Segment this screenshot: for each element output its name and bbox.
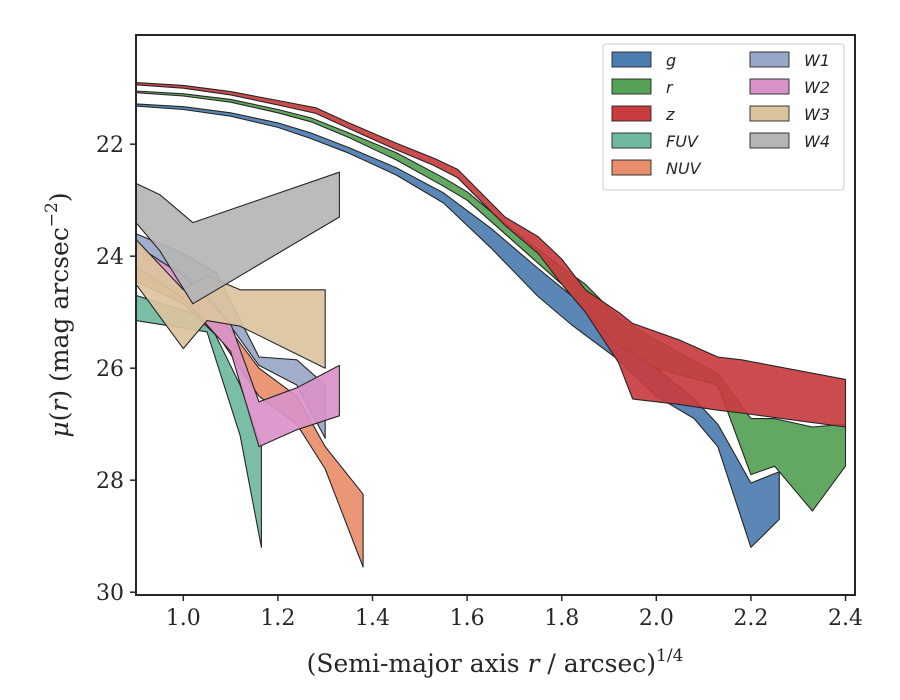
legend-swatch-z (611, 105, 652, 122)
x-tick-label: 1.6 (450, 606, 485, 631)
x-axis-title: (Semi-major axis r / arcsec)1/4 (307, 646, 684, 678)
chart-axes: 1.0 1.2 1.4 1.6 1.8 2.0 2.2 2.4 22 24 26 28 30 (96, 133, 863, 631)
band-w4 (136, 171, 340, 305)
legend-swatch-g (611, 51, 652, 68)
band-g (136, 103, 780, 548)
chart-bands (136, 82, 847, 568)
x-tick-label: 2.2 (733, 606, 768, 631)
legend-swatch-w3 (749, 105, 790, 122)
legend-label-w4: W4 (804, 132, 830, 151)
y-tick-label: 28 (96, 469, 124, 494)
legend-label-w3: W3 (804, 105, 830, 124)
y-tick-label: 24 (96, 245, 124, 270)
legend-label-w1: W1 (804, 51, 830, 70)
x-tick-label: 1.2 (260, 606, 295, 631)
y-tick-label: 22 (96, 133, 124, 158)
legend-swatch-w1 (749, 51, 790, 68)
legend-swatch-nuv (611, 159, 652, 176)
band-r (136, 90, 847, 512)
legend-swatch-fuv (611, 132, 652, 149)
y-tick-label: 30 (96, 581, 124, 606)
x-tick-label: 2.4 (828, 606, 863, 631)
legend-swatch-w4 (749, 132, 790, 149)
x-tick-label: 2.0 (639, 606, 674, 631)
legend-swatch-w2 (749, 78, 790, 95)
band-z (136, 82, 847, 428)
y-axis-title: μ(r) (mag arcsec−2) (42, 192, 74, 437)
legend-label-nuv: NUV (666, 159, 702, 178)
legend-label-r: r (666, 78, 674, 97)
x-tick-label: 1.8 (544, 606, 579, 631)
y-tick-label: 26 (96, 357, 124, 382)
legend-label-w2: W2 (804, 78, 830, 97)
x-tick-label: 1.0 (166, 606, 201, 631)
legend-label-fuv: FUV (666, 132, 699, 151)
legend: grz FUV NUV W1 W2 W3 W4 (602, 43, 845, 191)
legend-swatch-r (611, 78, 652, 95)
plot-frame (135, 34, 856, 596)
x-tick-label: 1.4 (355, 606, 390, 631)
legend-label-g: g (666, 51, 676, 70)
band-fuv (136, 294, 262, 548)
legend-label-z: z (665, 105, 675, 124)
